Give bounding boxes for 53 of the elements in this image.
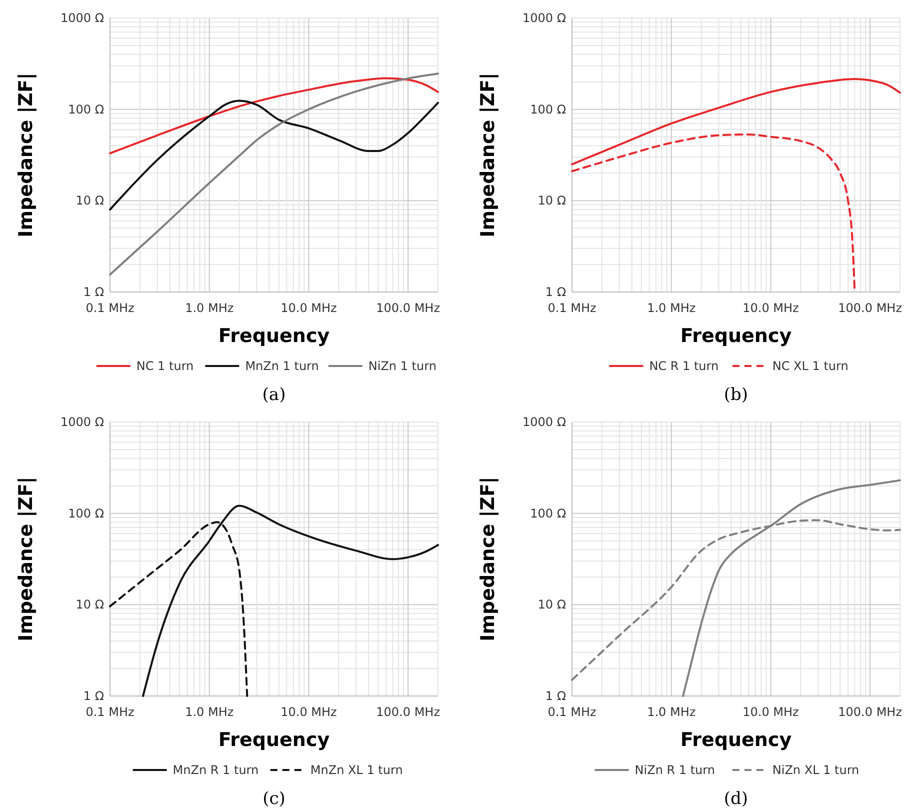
x-tick-label: 0.1 MHz <box>548 705 596 719</box>
legend-label: NC R 1 turn <box>649 359 719 373</box>
x-axis-title: Frequency <box>218 729 330 751</box>
y-axis-title: Impedance |ZF| <box>477 72 499 238</box>
x-tick-label: 10.0 MHz <box>280 705 337 719</box>
x-tick-label: 1.0 MHz <box>647 705 696 719</box>
x-tick-label: 100.0 MHz <box>376 301 440 315</box>
legend-label: NiZn R 1 turn <box>634 763 716 777</box>
y-tick-label: 1000 Ω <box>522 415 566 429</box>
y-tick-label: 10 Ω <box>76 598 104 612</box>
x-tick-label: 100.0 MHz <box>376 705 440 719</box>
y-tick-label: 100 Ω <box>68 102 104 116</box>
x-tick-label: 0.1 MHz <box>86 705 134 719</box>
legend-label: MnZn 1 turn <box>245 359 319 373</box>
text: (d) <box>724 789 748 808</box>
x-axis-title: Frequency <box>680 729 792 751</box>
y-tick-label: 10 Ω <box>76 194 104 208</box>
legend-label: NC XL 1 turn <box>772 359 848 373</box>
x-axis-title: Frequency <box>218 325 330 347</box>
y-tick-label: 1000 Ω <box>60 11 104 25</box>
y-tick-label: 1 Ω <box>83 285 104 299</box>
y-tick-label: 100 Ω <box>530 506 566 520</box>
y-tick-label: 1000 Ω <box>60 415 104 429</box>
text: (a) <box>262 385 286 405</box>
x-tick-label: 10.0 MHz <box>742 301 799 315</box>
x-tick-label: 0.1 MHz <box>548 301 596 315</box>
text: (b) <box>724 385 748 405</box>
x-tick-label: 10.0 MHz <box>280 301 337 315</box>
x-tick-label: 10.0 MHz <box>742 705 799 719</box>
y-axis-title: Impedance |ZF| <box>15 476 37 642</box>
y-axis-title: Impedance |ZF| <box>15 72 37 238</box>
x-axis-title: Frequency <box>680 325 792 347</box>
y-tick-label: 1 Ω <box>545 689 566 703</box>
x-tick-label: 1.0 MHz <box>647 301 696 315</box>
y-tick-label: 100 Ω <box>530 102 566 116</box>
legend-label: NC 1 turn <box>136 359 194 373</box>
x-tick-label: 1.0 MHz <box>185 301 234 315</box>
x-tick-label: 100.0 MHz <box>838 301 902 315</box>
x-tick-label: 1.0 MHz <box>185 705 234 719</box>
x-tick-label: 100.0 MHz <box>838 705 902 719</box>
legend-label: MnZn XL 1 turn <box>310 763 403 777</box>
y-tick-label: 10 Ω <box>538 598 566 612</box>
legend-label: MnZn R 1 turn <box>172 763 259 777</box>
y-tick-label: 100 Ω <box>68 506 104 520</box>
x-tick-label: 0.1 MHz <box>86 301 134 315</box>
y-axis-title: Impedance |ZF| <box>477 476 499 642</box>
text: (c) <box>262 789 286 808</box>
legend-label: NiZn 1 turn <box>368 359 436 373</box>
y-tick-label: 1 Ω <box>545 285 566 299</box>
legend-label: NiZn XL 1 turn <box>772 763 860 777</box>
y-tick-label: 1000 Ω <box>522 11 566 25</box>
y-tick-label: 1 Ω <box>83 689 104 703</box>
y-tick-label: 10 Ω <box>538 194 566 208</box>
